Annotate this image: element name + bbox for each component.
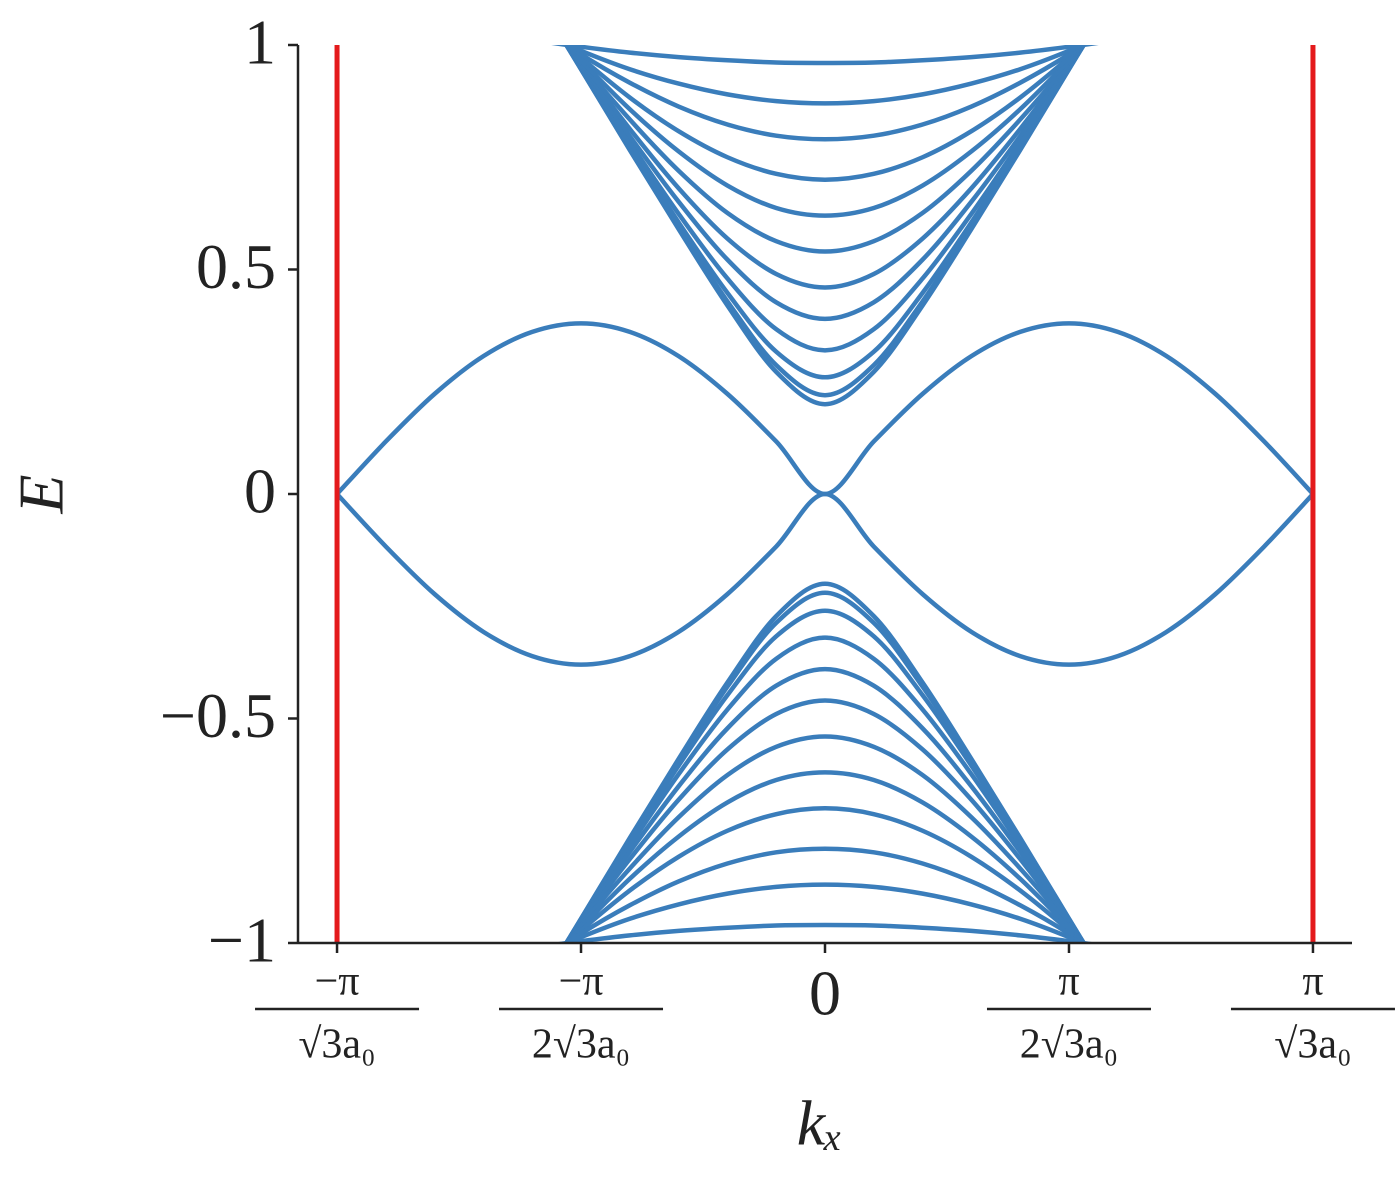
band-line <box>563 45 1087 407</box>
band-line <box>561 45 1089 106</box>
band-line <box>563 734 1087 943</box>
band-line <box>563 45 1087 254</box>
x-tick-numerator: π <box>1302 959 1323 1005</box>
x-tick-numerator: −π <box>559 959 604 1005</box>
x-tick-denominator: 2√3a₀ <box>1020 1022 1118 1068</box>
x-tick-numerator: −π <box>315 959 360 1005</box>
plot-area <box>335 45 1315 943</box>
band-line <box>563 770 1087 943</box>
x-axis-label: kₓ <box>797 1088 844 1159</box>
band-line <box>563 45 1087 322</box>
band-line <box>563 806 1087 943</box>
band-line <box>563 666 1087 943</box>
band-line <box>563 45 1087 218</box>
band-line <box>561 882 1089 943</box>
band-line <box>562 45 1088 142</box>
band-line <box>562 846 1088 943</box>
y-tick-label: −0.5 <box>160 680 276 751</box>
band-line <box>551 45 1099 66</box>
band-line <box>563 45 1087 398</box>
band-line <box>563 45 1087 182</box>
y-axis-label: E <box>6 474 77 514</box>
x-tick-label: 0 <box>809 958 841 1029</box>
x-tick-denominator: √3a₀ <box>298 1022 375 1068</box>
x-tick-numerator: π <box>1058 959 1079 1005</box>
y-tick-label: −1 <box>208 905 276 976</box>
x-tick-denominator: √3a₀ <box>1274 1022 1351 1068</box>
band-line <box>563 635 1087 943</box>
y-tick-label: 1 <box>244 7 276 78</box>
y-tick-label: 0.5 <box>196 231 276 302</box>
band-line <box>563 45 1087 290</box>
band-line <box>335 491 1315 667</box>
band-line <box>563 698 1087 943</box>
x-tick-denominator: 2√3a₀ <box>532 1022 630 1068</box>
band-line <box>551 922 1099 943</box>
band-line <box>563 45 1087 353</box>
y-tick-label: 0 <box>244 456 276 527</box>
